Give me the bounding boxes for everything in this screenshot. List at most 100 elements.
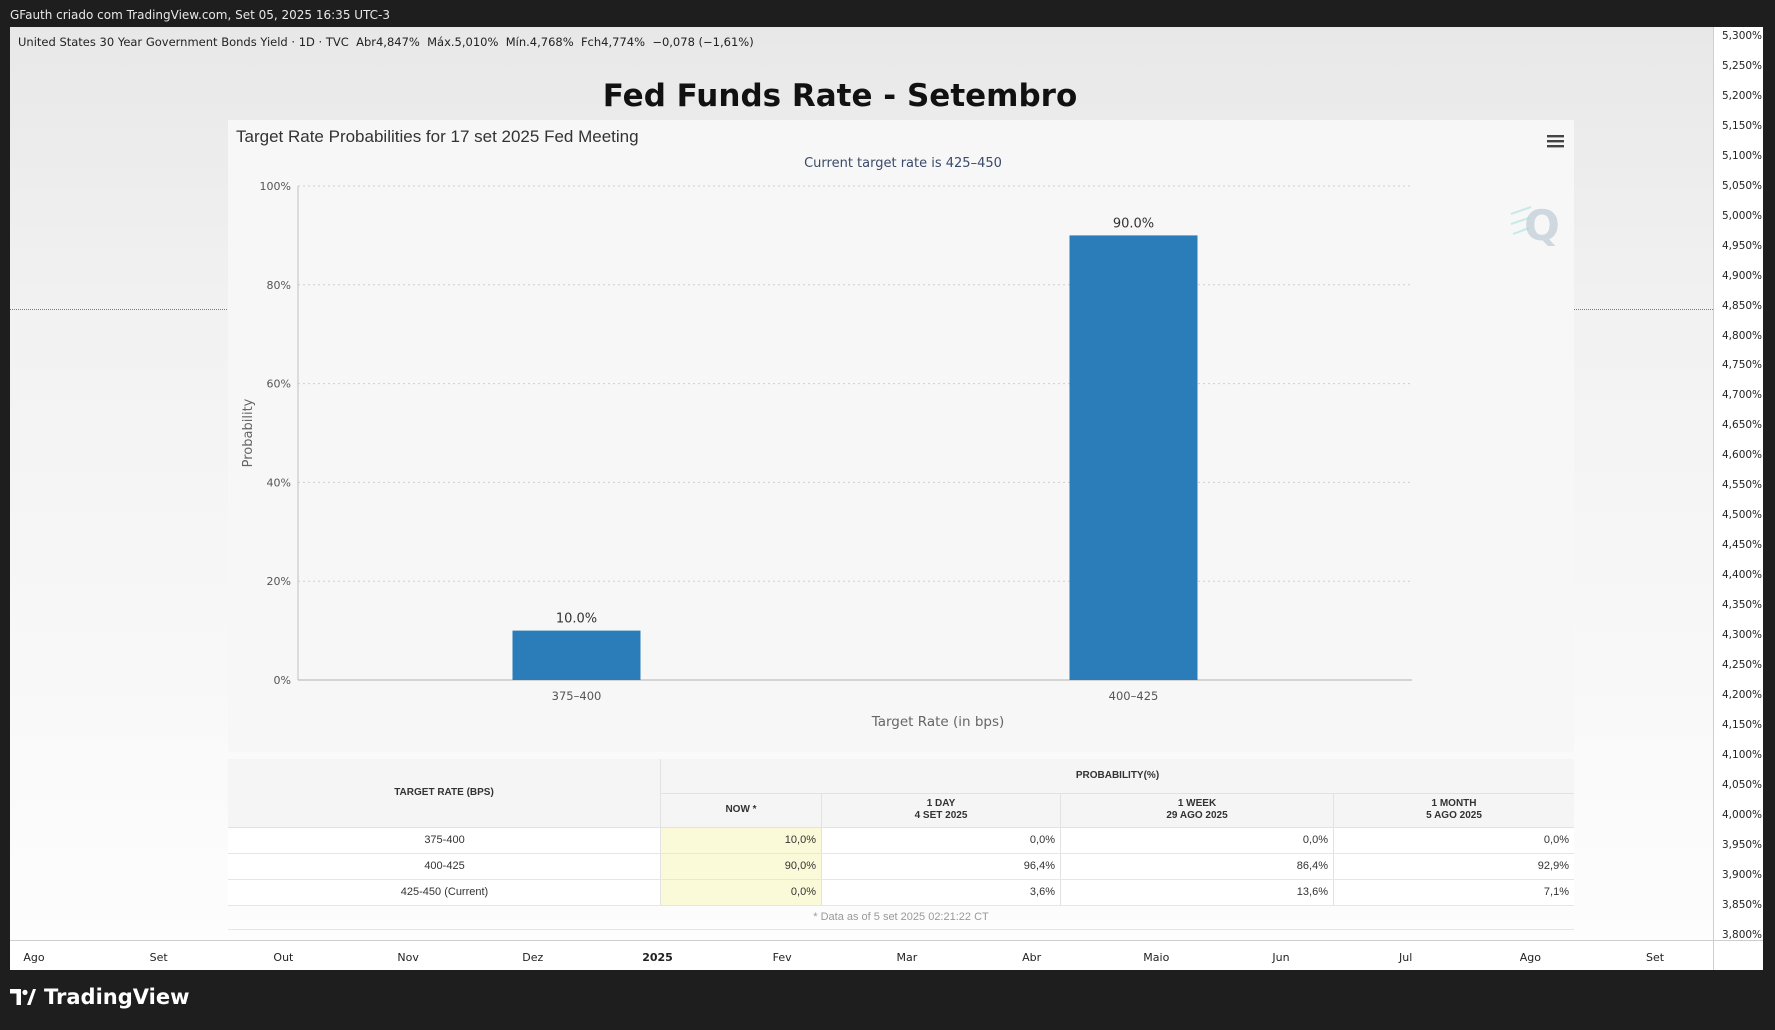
time-tick-label: Fev bbox=[772, 951, 792, 964]
price-axis[interactable]: 5,300% 5,250% 5,200% 5,150% 5,100% 5,050% 5,00… bbox=[1713, 27, 1763, 941]
price-tick-label: 4,900% bbox=[1722, 269, 1763, 282]
price-tick-label: 5,300% bbox=[1722, 30, 1763, 42]
col-target-rate: TARGET RATE (BPS) bbox=[228, 759, 661, 828]
time-tick-label: Dez bbox=[522, 951, 544, 964]
time-tick-label: Set bbox=[149, 951, 168, 964]
price-tick-label: 5,000% bbox=[1722, 209, 1763, 222]
table-row: 400-425 90,0% 96,4% 86,4% 92,9% bbox=[228, 853, 1574, 880]
time-tick-label: Mar bbox=[896, 951, 918, 964]
y-tick-label: 80% bbox=[267, 279, 291, 292]
price-tick-label: 5,050% bbox=[1722, 179, 1763, 192]
chart-subtitle: Current target rate is 425–450 bbox=[804, 156, 1002, 171]
chart-credit: GFauth criado com TradingView.com, Set 0… bbox=[10, 8, 391, 22]
overlay-title: Fed Funds Rate - Setembro bbox=[602, 78, 1078, 114]
cell-month: 92,9% bbox=[1333, 853, 1574, 880]
x-tick-label: 375–400 bbox=[552, 689, 602, 703]
bar bbox=[512, 630, 641, 680]
probability-chart-card: Target Rate Probabilities for 17 set 202… bbox=[228, 120, 1574, 752]
price-tick-label: 4,250% bbox=[1722, 658, 1763, 671]
data-label: 10.0% bbox=[556, 612, 597, 627]
price-tick-label: 4,350% bbox=[1722, 599, 1763, 612]
q-watermark-icon: Q bbox=[1510, 201, 1560, 250]
price-tick-label: 4,150% bbox=[1722, 718, 1763, 731]
price-tick-label: 4,400% bbox=[1722, 569, 1763, 582]
price-tick-label: 4,700% bbox=[1722, 389, 1763, 402]
chart-window: United States 30 Year Government Bonds Y… bbox=[10, 27, 1763, 970]
price-tick-label: 4,300% bbox=[1722, 629, 1763, 641]
cell-rate: 400-425 bbox=[228, 853, 661, 880]
cell-day: 96,4% bbox=[821, 853, 1061, 880]
x-axis-label: Target Rate (in bps) bbox=[871, 714, 1005, 730]
price-tick-label: 4,950% bbox=[1722, 239, 1763, 252]
price-tick-label: 5,200% bbox=[1722, 89, 1763, 102]
chart-title: Target Rate Probabilities for 17 set 202… bbox=[236, 127, 639, 146]
probability-table: TARGET RATE (BPS) PROBABILITY(%) NOW * 1… bbox=[228, 759, 1574, 930]
price-tick-label: 4,650% bbox=[1722, 419, 1763, 432]
cell-day: 3,6% bbox=[821, 879, 1061, 906]
price-tick-label: 4,000% bbox=[1722, 808, 1763, 821]
cell-rate: 375-400 bbox=[228, 827, 661, 854]
cell-rate: 425-450 (Current) bbox=[228, 879, 661, 906]
cell-month: 7,1% bbox=[1333, 879, 1574, 906]
col-1-week: 1 WEEK 29 AGO 2025 bbox=[1060, 793, 1334, 828]
price-tick-label: 4,850% bbox=[1722, 299, 1763, 312]
price-tick-label: 4,600% bbox=[1722, 449, 1763, 462]
probability-bar-chart: Target Rate Probabilities for 17 set 202… bbox=[236, 127, 1564, 730]
brand-name: TradingView bbox=[44, 985, 190, 1009]
cell-week: 13,6% bbox=[1060, 879, 1334, 906]
tradingview-logo[interactable]: TradingView bbox=[10, 985, 189, 1009]
plot-area[interactable]: United States 30 Year Government Bonds Y… bbox=[10, 27, 1713, 940]
bar bbox=[1069, 235, 1198, 680]
price-tick-label: 5,100% bbox=[1722, 149, 1763, 162]
y-tick-label: 40% bbox=[267, 476, 291, 489]
price-tick-label: 5,150% bbox=[1722, 119, 1763, 132]
y-axis-label: Probability bbox=[241, 398, 256, 467]
time-axis[interactable]: Ago Set Out Nov Dez 2025 Fev Mar Abr Maio Jun Jul Ag… bbox=[10, 940, 1713, 970]
price-tick-label: 3,850% bbox=[1722, 898, 1763, 911]
price-tick-label: 5,250% bbox=[1722, 59, 1763, 72]
col-1-month: 1 MONTH 5 AGO 2025 bbox=[1333, 793, 1574, 828]
time-tick-label: Set bbox=[1646, 951, 1665, 964]
cell-now: 10,0% bbox=[660, 827, 822, 854]
time-tick-label: Out bbox=[273, 951, 294, 964]
axis-corner bbox=[1713, 940, 1763, 970]
price-tick-label: 4,050% bbox=[1722, 778, 1763, 791]
price-tick-label: 4,750% bbox=[1722, 359, 1763, 372]
price-tick-label: 3,900% bbox=[1722, 868, 1763, 881]
time-tick-label: 2025 bbox=[642, 951, 673, 964]
time-tick-label: Nov bbox=[397, 951, 419, 964]
col-1-day: 1 DAY 4 SET 2025 bbox=[821, 793, 1061, 828]
price-tick-label: 3,950% bbox=[1722, 838, 1763, 851]
cell-now: 0,0% bbox=[660, 879, 822, 906]
cell-week: 86,4% bbox=[1060, 853, 1334, 880]
price-tick-label: 4,800% bbox=[1722, 329, 1763, 342]
time-tick-label: Maio bbox=[1143, 951, 1170, 964]
time-tick-label: Jun bbox=[1272, 951, 1290, 964]
col-probability: PROBABILITY(%) bbox=[660, 759, 1574, 794]
cell-now: 90,0% bbox=[660, 853, 822, 880]
y-tick-label: 100% bbox=[260, 180, 291, 193]
time-tick-label: Ago bbox=[1519, 951, 1542, 964]
table-row: 425-450 (Current) 0,0% 3,6% 13,6% 7,1% bbox=[228, 879, 1574, 906]
symbol-info[interactable]: United States 30 Year Government Bonds Y… bbox=[18, 35, 754, 49]
cell-week: 0,0% bbox=[1060, 827, 1334, 854]
time-tick-label: Jul bbox=[1399, 951, 1413, 964]
price-tick-label: 4,500% bbox=[1722, 509, 1763, 522]
data-label: 90.0% bbox=[1113, 216, 1154, 231]
price-tick-label: 4,450% bbox=[1722, 539, 1763, 552]
y-tick-label: 60% bbox=[267, 378, 291, 391]
price-tick-label: 4,550% bbox=[1722, 479, 1763, 492]
table-footnote: * Data as of 5 set 2025 02:21:22 CT bbox=[228, 906, 1574, 930]
price-tick-label: 4,200% bbox=[1722, 688, 1763, 701]
y-tick-label: 20% bbox=[267, 575, 291, 588]
cell-month: 0,0% bbox=[1333, 827, 1574, 854]
menu-icon[interactable] bbox=[1547, 135, 1564, 148]
svg-text:Q: Q bbox=[1524, 201, 1560, 250]
tradingview-logo-icon bbox=[10, 989, 36, 1005]
time-tick-label: Abr bbox=[1022, 951, 1042, 964]
cell-day: 0,0% bbox=[821, 827, 1061, 854]
time-tick-label: Ago bbox=[23, 951, 45, 964]
price-tick-label: 3,800% bbox=[1722, 928, 1763, 941]
col-now: NOW * bbox=[660, 793, 822, 828]
table-row: 375-400 10,0% 0,0% 0,0% 0,0% bbox=[228, 827, 1574, 854]
